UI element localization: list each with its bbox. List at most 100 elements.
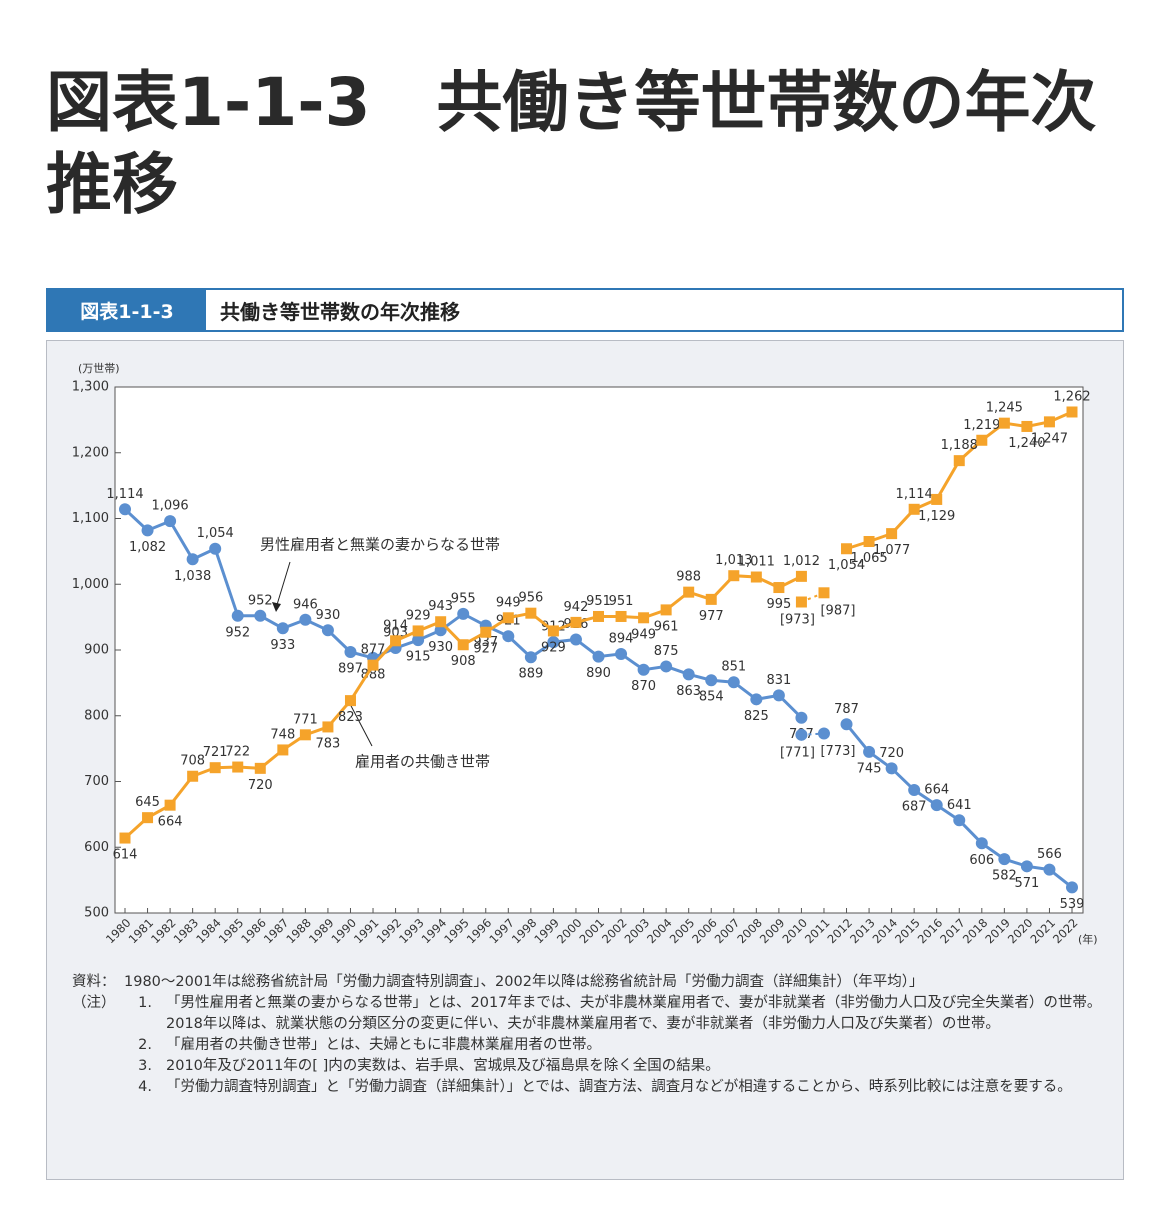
point: [886, 528, 898, 540]
source-label: 資料：: [72, 974, 116, 990]
point: [209, 542, 222, 555]
point: [593, 610, 604, 622]
point: [728, 570, 740, 582]
point: [434, 624, 447, 637]
value-label: 823: [338, 710, 363, 725]
point: [818, 587, 830, 599]
value-label: 929: [406, 608, 431, 623]
value-label: 956: [518, 591, 543, 606]
value-label: 571: [1014, 876, 1039, 891]
point: [276, 622, 289, 635]
value-label: 1,082: [129, 540, 166, 555]
value-label: 1,188: [941, 438, 978, 453]
page-title: 図表1-1-3 共働き等世帯数の年次推移: [46, 64, 1097, 223]
value-label: 894: [609, 631, 634, 646]
value-label: 745: [857, 761, 882, 776]
value-label: 977: [699, 609, 724, 624]
point: [705, 674, 718, 687]
point: [525, 607, 537, 619]
y-tick-label: 600: [84, 840, 109, 855]
x-tick-label: 1996: [464, 916, 495, 947]
value-label: 1,054: [828, 558, 865, 573]
value-label: 949: [496, 595, 521, 610]
note-text: 2010年及び2011年の[ ]内の実数は、岩手県、宮城県及び福島県を除く全国の…: [166, 1058, 720, 1074]
x-tick-label: 2000: [554, 916, 585, 947]
x-tick-label: 2003: [622, 916, 653, 947]
x-tick-label: 2007: [712, 916, 743, 947]
value-label: 949: [631, 627, 656, 642]
point: [638, 612, 650, 624]
value-label: 1,038: [174, 569, 211, 584]
value-label: 870: [631, 679, 656, 694]
value-label: 708: [180, 754, 205, 769]
point: [998, 853, 1011, 866]
value-label: 720: [879, 746, 904, 761]
point: [344, 645, 357, 658]
x-tick-label: 2017: [937, 916, 968, 947]
note-text: 「雇用者の共働き世帯」とは、夫婦ともに非農林業雇用者の世帯。: [166, 1037, 601, 1053]
y-tick-label: 1,100: [72, 511, 109, 526]
notes: 資料： 1980～2001年は総務省統計局「労働力調査特別調査」、2002年以降は…: [72, 972, 1112, 1098]
x-tick-label: 1986: [238, 916, 269, 947]
point: [930, 799, 943, 812]
value-label: 854: [699, 690, 724, 705]
x-tick-label: 1999: [531, 916, 562, 947]
point: [795, 596, 807, 608]
x-tick-label: 1982: [148, 916, 179, 947]
value-label: [973]: [780, 613, 815, 628]
note-list: 1. 「男性雇用者と無業の妻からなる世帯」とは、2017年までは、夫が非農林業雇用…: [124, 993, 1112, 1098]
point: [660, 660, 673, 673]
y-tick-label: 1,200: [72, 445, 109, 460]
x-tick-label: 2011: [802, 916, 833, 947]
point: [750, 571, 762, 583]
note-text: 「男性雇用者と無業の妻からなる世帯」とは、2017年までは、夫が非農林業雇用者で…: [166, 995, 1102, 1032]
point: [187, 770, 199, 782]
point: [502, 612, 514, 624]
point: [773, 582, 785, 594]
x-tick-label: 2016: [915, 916, 946, 947]
value-label: 927: [473, 642, 498, 657]
value-label: 831: [766, 673, 791, 688]
point: [1066, 881, 1078, 894]
series-annotation: 男性雇用者と無業の妻からなる世帯: [260, 536, 500, 554]
value-label: 582: [992, 869, 1017, 884]
point: [254, 762, 266, 774]
x-tick-label: 2010: [779, 916, 810, 947]
value-label: 720: [248, 778, 273, 793]
x-tick-label: 1993: [396, 916, 427, 947]
note-item: 3. 2010年及び2011年の[ ]内の実数は、岩手県、宮城県及び福島県を除く全…: [124, 1056, 1112, 1077]
point: [412, 634, 425, 647]
x-tick-label: 1985: [216, 916, 247, 947]
point: [795, 570, 807, 582]
point: [390, 635, 402, 647]
value-label: 915: [406, 650, 431, 665]
point: [975, 837, 988, 850]
x-tick-label: 1989: [306, 916, 337, 947]
x-tick-label: 1984: [193, 916, 224, 947]
annotation-arrow: [348, 701, 373, 747]
point: [569, 633, 582, 646]
point: [682, 668, 695, 681]
point: [863, 745, 876, 758]
note-number: 4.: [138, 1079, 152, 1095]
point: [299, 729, 311, 741]
point: [705, 593, 717, 605]
x-tick-label: 1983: [171, 916, 202, 947]
x-tick-label: 2012: [825, 916, 856, 947]
notes-label: （注）: [72, 995, 116, 1011]
note-row: （注） 1. 「男性雇用者と無業の妻からなる世帯」とは、2017年までは、夫が非農林…: [72, 993, 1112, 1098]
source-row: 資料： 1980～2001年は総務省統計局「労働力調査特別調査」、2002年以降は…: [72, 972, 1112, 993]
series-annotation: 雇用者の共働き世帯: [355, 753, 490, 771]
point: [570, 616, 582, 628]
value-label: 1,247: [1031, 431, 1068, 446]
value-label: 1,012: [783, 554, 820, 569]
annotation-arrowhead: [272, 602, 281, 612]
x-tick-label: 2021: [1027, 916, 1058, 947]
point: [164, 515, 177, 528]
value-label: [773]: [820, 744, 855, 759]
value-label: 614: [113, 848, 138, 863]
value-label: 721: [203, 745, 228, 760]
value-label: 606: [969, 853, 994, 868]
value-label: 1,262: [1053, 389, 1090, 404]
